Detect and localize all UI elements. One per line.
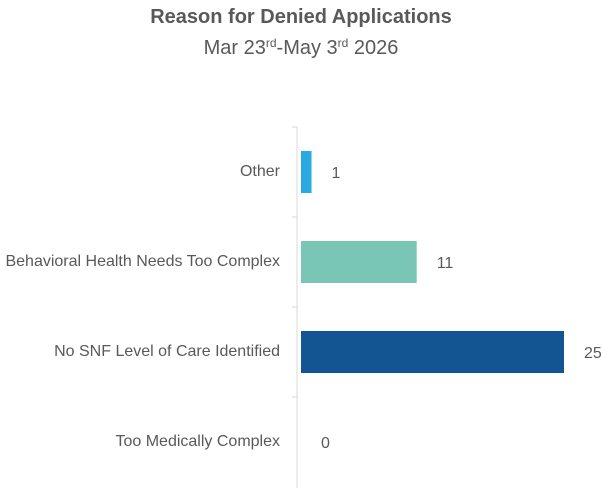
category-label: Too Medically Complex	[115, 433, 280, 450]
bar	[301, 151, 312, 193]
value-label: 11	[437, 255, 454, 272]
chart-subtitle: Mar 23rd-May 3rd 2026	[203, 36, 399, 59]
value-label: 0	[321, 435, 330, 452]
bar	[301, 241, 417, 283]
value-label: 1	[332, 165, 341, 182]
category-label: Behavioral Health Needs Too Complex	[5, 253, 280, 270]
bar	[301, 331, 564, 373]
category-label: Other	[239, 163, 280, 180]
chart-title: Reason for Denied Applications	[150, 6, 452, 28]
category-label: No SNF Level of Care Identified	[54, 343, 280, 360]
value-label: 25	[584, 345, 602, 362]
